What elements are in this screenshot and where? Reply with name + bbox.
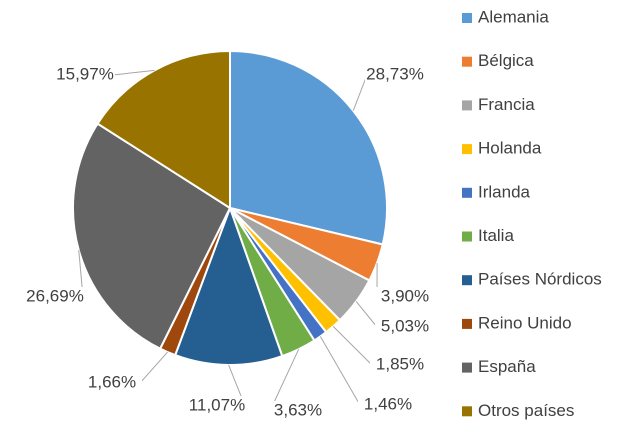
data-label: 1,85% (376, 354, 424, 373)
leader-line (319, 336, 361, 406)
leader-line (355, 301, 378, 328)
label-bg (375, 287, 435, 307)
legend-label: Reino Unido (478, 313, 572, 332)
legend-swatch (462, 231, 472, 242)
data-label: 15,97% (56, 64, 114, 83)
leader-line (352, 74, 368, 111)
data-label: 3,90% (381, 286, 429, 305)
data-label: 28,73% (366, 64, 424, 83)
legend-swatch (462, 318, 472, 329)
legend-label: Bélgica (478, 51, 534, 70)
label-bg (268, 401, 328, 421)
legend-label: Francia (478, 95, 535, 114)
legend-label: Italia (478, 226, 514, 245)
data-label: 1,46% (364, 394, 412, 413)
label-bg (358, 395, 418, 415)
legend-swatch (462, 144, 472, 155)
legend-swatch (462, 13, 472, 23)
data-label: 1,66% (88, 372, 136, 391)
label-bg (370, 355, 430, 375)
label-bg (365, 65, 425, 85)
legend-label: Holanda (478, 139, 542, 158)
legend-swatch (462, 100, 472, 111)
pie-slice (173, 205, 284, 366)
legend-label: España (478, 357, 536, 376)
data-label: 3,63% (274, 400, 322, 419)
legend-label: Irlanda (478, 182, 531, 201)
legend-label: Otros países (478, 401, 574, 420)
label-bg (375, 317, 435, 337)
leader-line (112, 69, 155, 76)
legend-swatch (462, 362, 472, 373)
legend-swatch (462, 406, 472, 417)
leader-line (139, 351, 168, 384)
pie-slice (72, 122, 232, 350)
legend-label: Alemania (478, 7, 549, 26)
pie-slice (229, 49, 388, 246)
data-label: 11,07% (189, 395, 245, 414)
legend-swatch (462, 187, 472, 198)
legend-swatch (462, 56, 472, 67)
label-bg (82, 373, 142, 393)
label-bg (55, 65, 115, 85)
leader-line (269, 348, 300, 412)
data-label: 5,03% (381, 316, 429, 335)
label-bg (25, 287, 85, 307)
legend-swatch (462, 275, 472, 286)
leader-line (332, 325, 373, 366)
data-label: 26,69% (26, 286, 84, 305)
legend-label: Países Nórdicos (478, 270, 602, 289)
label-bg (187, 396, 247, 416)
